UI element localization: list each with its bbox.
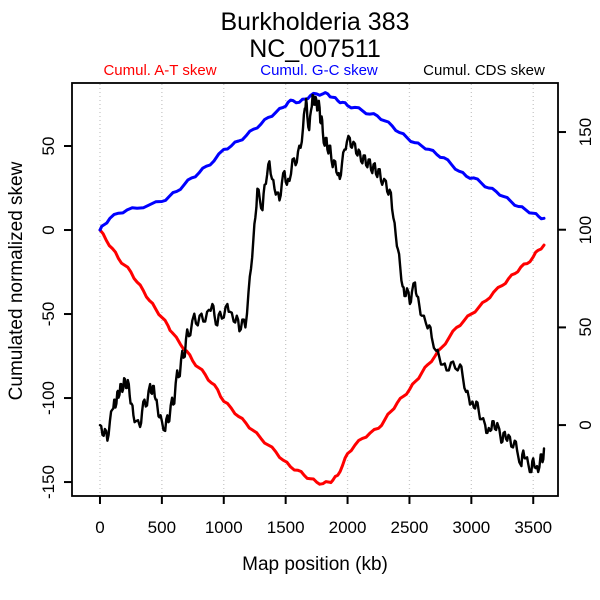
- series-cumul-g-c-skew: [98, 91, 546, 232]
- left-tick-label: 0: [39, 225, 58, 235]
- series-cumul-cds-skew: [98, 93, 546, 474]
- x-tick-label: 3500: [514, 518, 553, 537]
- x-tick-label: 1500: [266, 518, 305, 537]
- x-tick-label: 3000: [452, 518, 491, 537]
- right-tick-label: 150: [576, 117, 595, 147]
- plot-box: [71, 82, 559, 497]
- right-tick-label: 0: [576, 420, 595, 430]
- left-tick-label: -150: [39, 465, 58, 500]
- x-tick-label: 0: [95, 518, 105, 537]
- right-tick-label: 100: [576, 215, 595, 244]
- left-tick-label: -50: [39, 301, 58, 327]
- plot-title: Burkholderia 383: [220, 8, 410, 36]
- legend-at-skew: Cumul. A-T skew: [103, 62, 217, 79]
- legend-cds-skew: Cumul. CDS skew: [423, 62, 545, 79]
- x-tick-label: 1000: [204, 518, 243, 537]
- left-tick-label: 50: [39, 136, 58, 156]
- series-cumul-a-t-skew: [98, 228, 546, 486]
- x-tick-label: 2500: [390, 518, 429, 537]
- x-tick-label: 2000: [328, 518, 367, 537]
- left-tick-label: -100: [39, 381, 58, 416]
- plot-subtitle: NC_007511: [249, 35, 381, 63]
- x-axis-title: Map position (kb): [242, 554, 388, 575]
- x-tick-label: 500: [147, 518, 177, 537]
- legend-gc-skew: Cumul. G-C skew: [260, 62, 378, 79]
- right-tick-label: 50: [576, 317, 595, 337]
